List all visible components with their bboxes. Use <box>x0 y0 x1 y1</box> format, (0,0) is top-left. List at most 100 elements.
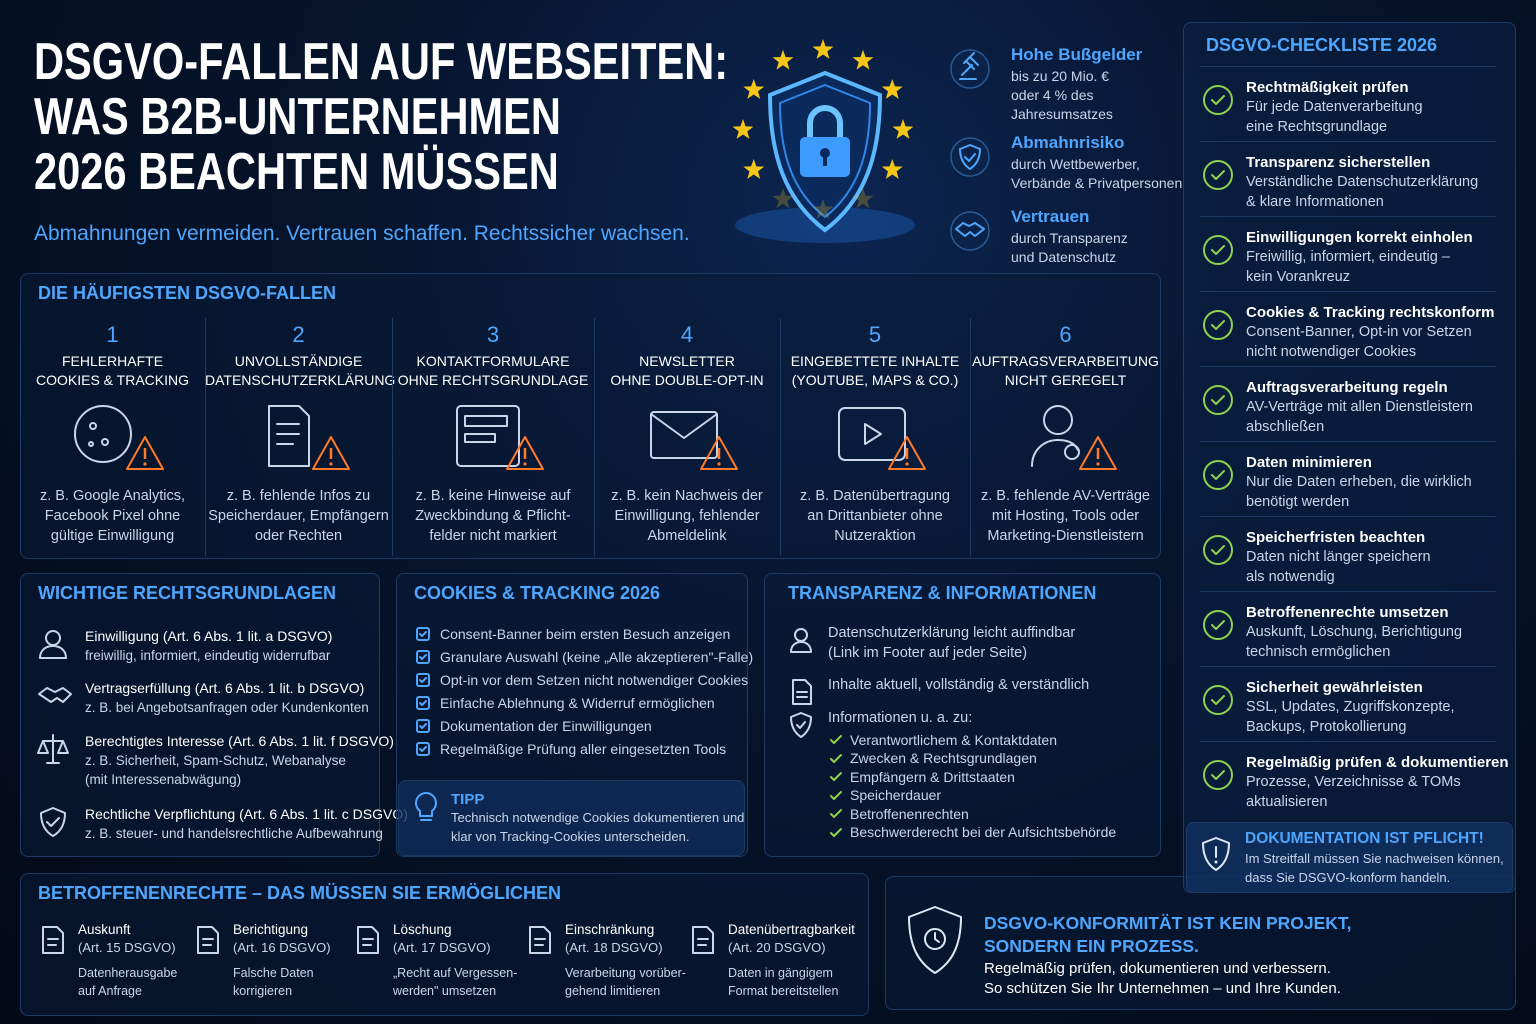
trap-example: z. B. Google Analytics, <box>39 488 186 505</box>
legal-text: (mit Interessenabwägung) <box>85 771 242 787</box>
right-text: korrigieren <box>233 983 293 998</box>
trap-number: 2 <box>292 321 305 347</box>
legal-text: z. B. bei Angebotsanfragen oder Kundenko… <box>85 699 369 715</box>
highlight-icon <box>950 137 990 177</box>
check-title: Transparenz sicherstellen <box>1246 154 1431 171</box>
check-title: Daten minimieren <box>1246 454 1372 471</box>
right-icon <box>529 926 551 954</box>
divider <box>970 318 971 556</box>
check-title: Auftragsverarbeitung regeln <box>1246 379 1448 396</box>
trap-title: DATENSCHUTZERKLÄRUNG <box>205 371 396 388</box>
transparency-icon <box>790 628 812 653</box>
right-text: Format bereitstellen <box>728 983 839 998</box>
info-item: Zwecken & Rechtsgrundlagen <box>850 750 1037 767</box>
check-circle <box>1203 310 1233 340</box>
check <box>830 790 842 800</box>
check-circle <box>1203 760 1233 790</box>
trap-example: felder nicht markiert <box>429 528 557 545</box>
trap-example: Zweckbindung & Pflicht- <box>415 508 571 525</box>
highlight-text: durch Transparenz <box>1011 229 1128 246</box>
right-icon <box>692 926 714 954</box>
check <box>830 753 842 763</box>
divider <box>1200 291 1496 292</box>
right-title: Datenübertragbarkeit <box>728 921 855 937</box>
check-text: Für jede Datenverarbeitung <box>1246 99 1423 116</box>
check-text: kein Vorankreuz <box>1246 268 1350 285</box>
transparency-icon <box>792 679 812 705</box>
right-text: Falsche Daten <box>233 965 314 980</box>
trap-example: Nutzeraktion <box>834 528 916 545</box>
divider <box>1200 216 1496 217</box>
info-title: Informationen u. a. zu: <box>828 710 973 727</box>
check-text: abschließen <box>1246 418 1325 435</box>
divider <box>1200 666 1496 667</box>
trap-number: 6 <box>1059 321 1072 347</box>
highlight-text: durch Wettbewerber, <box>1011 155 1140 172</box>
trap-title: KONTAKTFORMULARE <box>416 352 570 369</box>
trap-title: NEWSLETTER <box>639 352 735 369</box>
check-title: Rechtmäßigkeit prüfen <box>1246 79 1409 96</box>
check-text: Consent-Banner, Opt-in vor Setzen <box>1246 324 1472 341</box>
trap-number: 5 <box>868 321 882 347</box>
cookie-item: Consent-Banner beim ersten Besuch anzeig… <box>440 625 731 642</box>
trap-example: Marketing-Dienstleistern <box>987 528 1144 545</box>
highlight-icon <box>950 211 990 251</box>
note-title: DOKUMENTATION IST PFLICHT! <box>1245 829 1484 847</box>
divider <box>392 318 393 556</box>
right-ref: (Art. 20 DSGVO) <box>728 940 826 956</box>
right-ref: (Art. 15 DSGVO) <box>78 940 176 956</box>
highlight-icon <box>950 49 990 89</box>
highlight-title: Vertrauen <box>1011 206 1090 226</box>
cookie-item: Dokumentation der Einwilligungen <box>440 717 652 734</box>
divider <box>1200 66 1496 67</box>
divider <box>594 318 595 556</box>
trap-example: z. B. Datenübertragung <box>800 488 950 505</box>
section-title: TRANSPARENZ & INFORMATIONEN <box>788 583 1097 604</box>
check-title: Regelmäßig prüfen & dokumentieren <box>1246 754 1509 771</box>
trap-example: mit Hosting, Tools oder <box>991 508 1140 525</box>
note-text: dass Sie DSGVO-konform handeln. <box>1245 869 1451 885</box>
highlight-text: und Datenschutz <box>1011 248 1117 265</box>
check-circle <box>1203 160 1233 190</box>
conclusion-text: So schützen Sie Ihr Unternehmen – und Ih… <box>984 980 1341 997</box>
check-text: Freiwillig, informiert, eindeutig – <box>1246 249 1450 266</box>
info-item: Verantwortlichem & Kontaktdaten <box>850 731 1058 748</box>
highlight-text: Verbände & Privatpersonen <box>1011 174 1183 191</box>
check-text: technisch ermöglichen <box>1246 643 1391 660</box>
check-text: Backups, Protokollierung <box>1246 718 1407 735</box>
check-title: Cookies & Tracking rechtskonform <box>1246 304 1495 321</box>
check-text: SSL, Updates, Zugriffskonzepte, <box>1246 699 1455 716</box>
check <box>830 827 842 837</box>
check-text: Auskunft, Löschung, Berichtigung <box>1246 624 1463 641</box>
trap-example: z. B. kein Nachweis der <box>611 488 763 505</box>
transparency-text: Datenschutzerklärung leicht auffindbar <box>828 625 1076 642</box>
check-title: Speicherfristen beachten <box>1246 529 1426 546</box>
check <box>830 772 842 781</box>
check-title: Sicherheit gewährleisten <box>1246 679 1423 696</box>
check-text: benötigt werden <box>1246 493 1350 510</box>
cookie-item: Opt-in vor dem Setzen nicht notwendiger … <box>440 671 749 688</box>
divider <box>1200 366 1496 367</box>
check-title: Betroffenenrechte umsetzen <box>1246 604 1449 621</box>
trap-title: AUFTRAGSVERARBEITUNG <box>972 352 1159 369</box>
trap-icon <box>1030 405 1117 470</box>
trap-example: Einwilligung, fehlender <box>614 508 760 525</box>
legal-icon <box>37 734 69 764</box>
legal-icon <box>38 687 72 703</box>
check-text: Daten nicht länger speichern <box>1246 549 1431 566</box>
trap-number: 3 <box>486 321 500 347</box>
highlight-text: Jahresumsatzes <box>1011 105 1113 122</box>
check-text: Prozesse, Verzeichnisse & TOMs <box>1246 774 1461 791</box>
section-title: COOKIES & TRACKING 2026 <box>414 583 661 604</box>
trap-title: OHNE RECHTSGRUNDLAGE <box>397 371 589 388</box>
trap-example: z. B. keine Hinweise auf <box>415 488 571 505</box>
check-text: eine Rechtsgrundlage <box>1246 118 1388 135</box>
info-item: Empfängern & Drittstaaten <box>850 768 1015 785</box>
highlight-title: Hohe Bußgelder <box>1011 44 1143 64</box>
transparency-text: (Link im Footer auf jeder Seite) <box>828 645 1028 662</box>
cookie-item: Granulare Auswahl (keine „Alle akzeptier… <box>440 648 754 665</box>
check-text: nicht notwendiger Cookies <box>1246 343 1417 360</box>
right-text: werden" umsetzen <box>393 983 497 998</box>
conclusion-icon <box>908 906 962 974</box>
right-text: Datenherausgabe <box>78 965 178 980</box>
